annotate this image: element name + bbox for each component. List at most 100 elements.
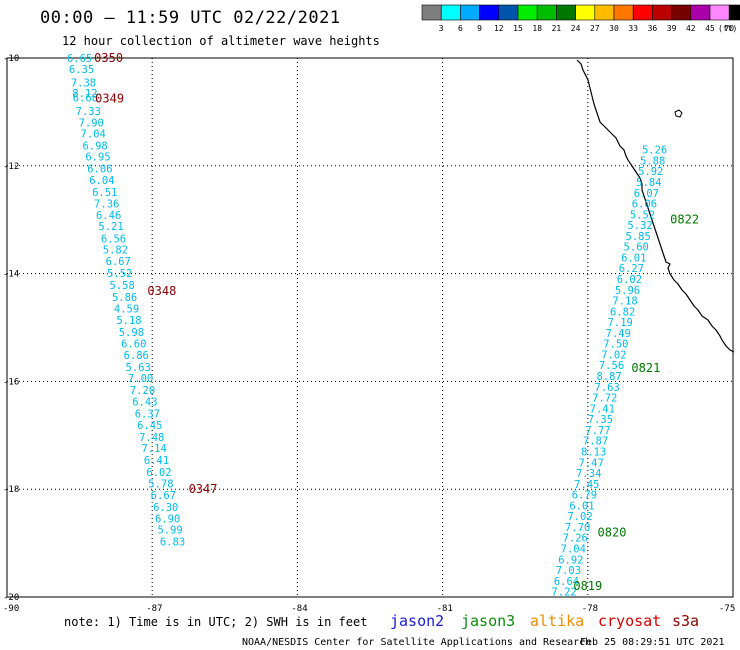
satellite-tracks: 6.656.357.388.126.687.337.907.046.986.95…: [67, 51, 699, 599]
scale-swatch: [652, 4, 672, 21]
legend-jason2: jason2: [390, 612, 444, 630]
scale-swatch: [556, 4, 576, 21]
scale-label: 12: [494, 24, 504, 33]
swh-value-label: 6.60: [121, 339, 146, 351]
x-tick-label: -90: [3, 604, 19, 614]
swh-value-label: 6.46: [96, 210, 121, 222]
swh-value-label: 5.18: [116, 315, 141, 327]
swh-value-label: 7.47: [579, 457, 604, 469]
swh-value-label: 5.60: [624, 242, 649, 254]
scale-swatch: [440, 4, 461, 21]
swh-value-label: 6.43: [132, 396, 157, 408]
swh-value-label: 5.21: [98, 221, 123, 233]
swh-value-label: 7.87: [583, 436, 608, 448]
swh-value-label: 6.82: [610, 306, 635, 318]
scale-label: 70: [724, 24, 734, 33]
scale-label: 39: [667, 24, 677, 33]
scale-label: 33: [628, 24, 638, 33]
swh-value-label: 6.68: [73, 92, 98, 104]
swh-value-label: 7.45: [574, 479, 599, 491]
swh-value-label: 5.52: [630, 209, 655, 221]
swh-value-label: 6.64: [554, 576, 579, 588]
x-tick-label: -87: [146, 604, 162, 614]
y-tick-label: -18: [3, 485, 19, 495]
swh-value-label: 7.50: [603, 339, 628, 351]
swh-value-label: 6.35: [69, 64, 94, 76]
swh-value-label: 6.79: [572, 490, 597, 502]
units-note: note: 1) Time is in UTC; 2) SWH is in fe…: [64, 615, 367, 629]
swh-value-label: 7.03: [556, 565, 581, 577]
pass-time-label: 0822: [670, 213, 699, 227]
swh-value-label: 5.98: [119, 327, 144, 339]
lat-lon-grid: [7, 58, 733, 597]
swh-value-label: 7.19: [608, 317, 633, 329]
scale-swatch: [690, 4, 711, 21]
legend-jason3: jason3: [461, 612, 515, 630]
swh-value-label: 5.58: [110, 280, 135, 292]
pass-time-label: 0349: [95, 91, 124, 105]
wave-height-color-scale: 3 6 9 12 15 18 21 24 27 30 33 36 39 42 45 70(ft): [421, 4, 740, 33]
swh-value-label: 7.04: [81, 128, 106, 140]
scale-swatch: [536, 4, 557, 21]
swh-value-label: 7.34: [576, 468, 601, 480]
pass-time-label: 0820: [598, 525, 627, 539]
footer-timestamp: Feb 25 08:29:51 UTC 2021: [580, 637, 725, 648]
swh-value-label: 6.45: [137, 420, 162, 432]
scale-label: 6: [458, 24, 463, 33]
swh-value-label: 5.84: [636, 177, 661, 189]
scale-unit-label: (ft): [718, 24, 737, 33]
swh-value-label: 6.06: [632, 199, 657, 211]
swh-value-label: 5.88: [640, 155, 665, 167]
plot-frame: [6, 57, 734, 598]
swh-value-label: 5.78: [148, 478, 173, 490]
swh-value-label: 4.59: [114, 304, 139, 316]
swh-value-label: 6.65: [67, 53, 92, 65]
pass-time-label: 0350: [94, 51, 123, 65]
swh-value-label: 6.67: [106, 256, 131, 268]
swh-value-label: 7.38: [71, 77, 96, 89]
swh-value-label: 5.32: [627, 220, 652, 232]
swh-value-label: 6.83: [160, 536, 185, 548]
x-tick-label: -78: [582, 604, 598, 614]
y-tick-label: -12: [3, 162, 19, 172]
swh-value-label: 6.98: [82, 140, 107, 152]
scale-label: 30: [609, 24, 619, 33]
scale-label: 21: [552, 24, 562, 33]
track-jason3: 5.265.885.925.846.076.065.525.325.855.60…: [551, 145, 699, 599]
swh-value-label: 5.86: [112, 292, 137, 304]
swh-value-label: 7.22: [551, 587, 576, 599]
swh-value-label: 7.41: [590, 403, 615, 415]
x-tick-label: -84: [291, 604, 307, 614]
swh-value-label: 6.90: [155, 513, 180, 525]
swh-value-label: 6.06: [87, 163, 112, 175]
swh-value-label: 5.85: [625, 231, 650, 243]
scale-label: 27: [590, 24, 600, 33]
scale-label: 9: [477, 24, 482, 33]
footer-credit: NOAA/NESDIS Center for Satellite Applica…: [242, 637, 591, 648]
legend-s3a: s3a: [672, 612, 699, 630]
swh-value-label: 7.20: [130, 385, 155, 397]
swh-value-label: 6.86: [124, 350, 149, 362]
scale-swatch: [479, 4, 500, 21]
swh-value-label: 8.87: [596, 371, 621, 383]
swh-value-label: 5.96: [615, 285, 640, 297]
scale-swatch: [728, 4, 740, 21]
swh-value-label: 5.99: [157, 525, 182, 537]
swh-value-label: 6.04: [89, 175, 114, 187]
scale-swatch: [517, 4, 538, 21]
swh-value-label: 7.36: [94, 199, 119, 211]
swh-value-label: 7.00: [128, 373, 153, 385]
swh-value-label: 6.67: [151, 490, 176, 502]
swh-value-label: 5.52: [107, 268, 132, 280]
swh-value-label: 6.07: [634, 188, 659, 200]
scale-swatch: [421, 4, 442, 21]
swh-value-label: 7.26: [563, 533, 588, 545]
scale-swatch: [498, 4, 519, 21]
swh-value-label: 6.27: [619, 263, 644, 275]
pass-time-label: 0347: [189, 482, 218, 496]
swh-value-label: 7.56: [599, 360, 624, 372]
swh-value-label: 6.30: [153, 502, 178, 514]
swh-value-label: 7.72: [592, 393, 617, 405]
swh-value-label: 7.77: [585, 425, 610, 437]
